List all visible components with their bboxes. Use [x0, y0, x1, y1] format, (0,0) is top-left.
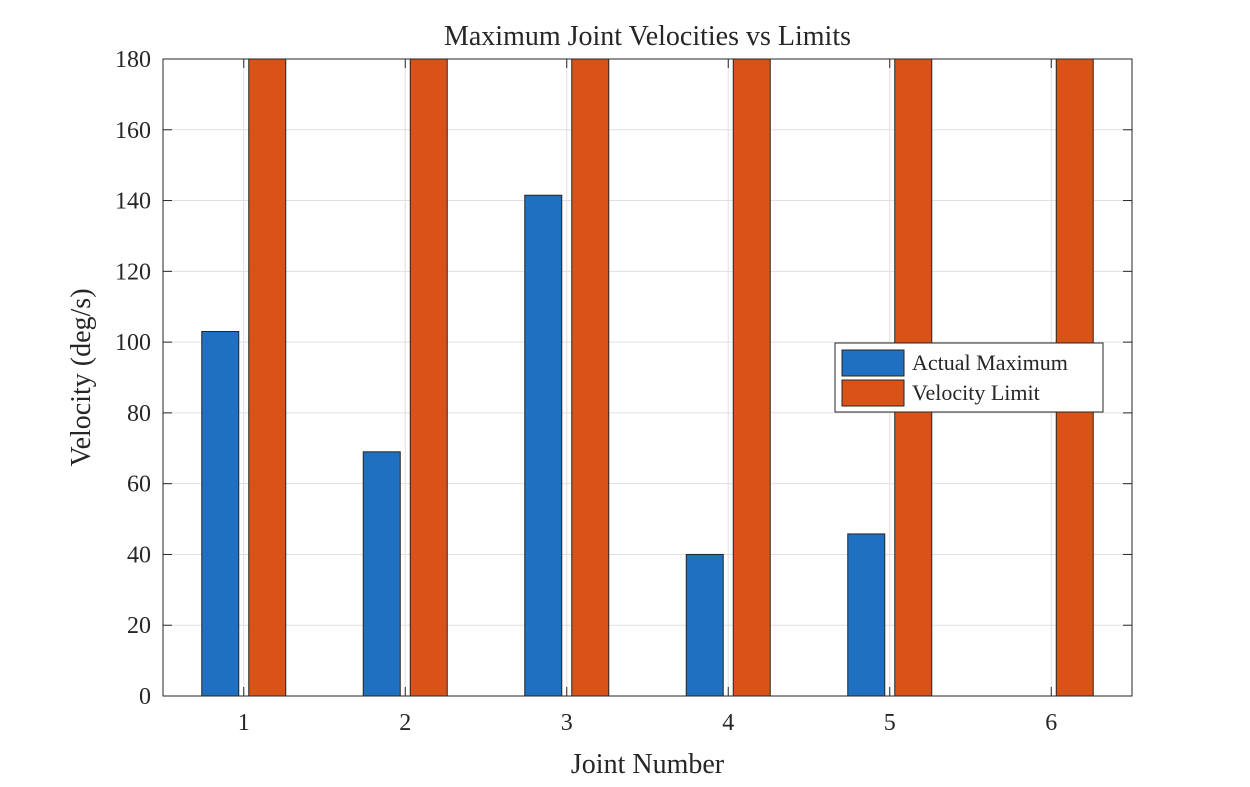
- legend: Actual Maximum Velocity Limit: [834, 342, 1104, 413]
- x-tick-label: 6: [1045, 710, 1057, 736]
- legend-label: Actual Maximum: [912, 350, 1068, 375]
- y-tick-label: 140: [115, 189, 151, 215]
- bar-velocity-limit-joint-4: [732, 58, 771, 697]
- x-tick-label: 1: [238, 710, 250, 736]
- y-tick-label: 120: [115, 259, 151, 285]
- y-tick-label: 180: [115, 47, 151, 73]
- bar-velocity-limit-joint-1: [248, 58, 287, 697]
- legend-swatch: [841, 379, 905, 407]
- bar-actual-maximum-joint-1: [201, 330, 240, 697]
- y-tick-label: 40: [127, 542, 151, 568]
- x-axis-label: Joint Number: [571, 749, 725, 780]
- y-axis-label: Velocity (deg/s): [66, 288, 97, 466]
- bars: [201, 58, 1094, 697]
- bar-velocity-limit-joint-3: [571, 58, 610, 697]
- plot-frame: [162, 58, 1133, 697]
- x-tick-label: 5: [884, 710, 896, 736]
- y-tick-label: 160: [115, 118, 151, 144]
- y-tick-label: 80: [127, 401, 151, 427]
- y-tick-label: 0: [139, 684, 151, 710]
- chart-title: Maximum Joint Velocities vs Limits: [444, 21, 851, 52]
- legend-label: Velocity Limit: [912, 380, 1040, 405]
- grid-lines: [163, 58, 1132, 697]
- legend-swatch: [841, 349, 905, 377]
- bar-actual-maximum-joint-4: [685, 553, 724, 697]
- x-tick-label: 2: [399, 710, 411, 736]
- axis-ticks: 0 20 40 60 80 100 120 140 160 180 1 2 3 4 5 6: [115, 47, 1132, 736]
- y-tick-label: 100: [115, 330, 151, 356]
- bar-velocity-limit-joint-2: [409, 58, 448, 697]
- bar-actual-maximum-joint-3: [524, 194, 563, 697]
- bar-actual-maximum-joint-5: [847, 533, 886, 697]
- bar-actual-maximum-joint-2: [362, 451, 401, 697]
- x-tick-label: 4: [722, 710, 734, 736]
- y-tick-label: 60: [127, 472, 151, 498]
- x-tick-label: 3: [561, 710, 573, 736]
- y-tick-label: 20: [127, 613, 151, 639]
